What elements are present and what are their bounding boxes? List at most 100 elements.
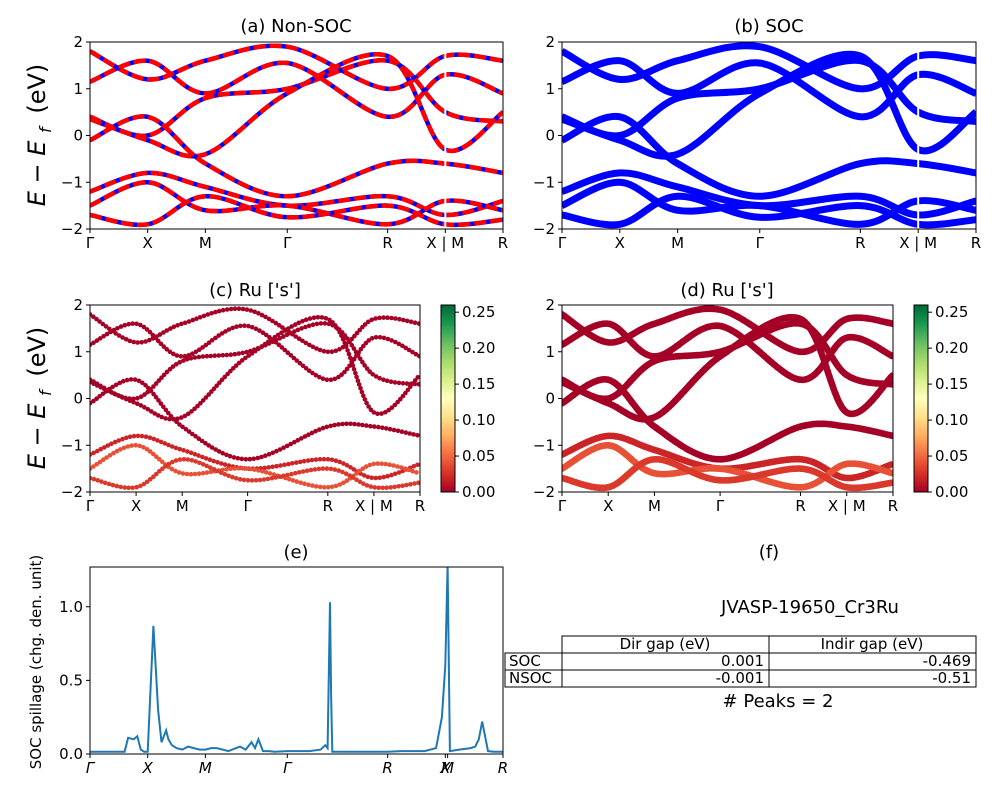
- band-point-5: [351, 467, 357, 472]
- band-point-0: [97, 319, 102, 324]
- xtick-label: Γ: [756, 234, 765, 252]
- band-point-7: [157, 469, 162, 474]
- colorbar-tick-label: 0.15: [462, 375, 495, 393]
- band-point-3: [400, 393, 406, 399]
- band-point-1: [141, 324, 147, 330]
- band-point-7: [163, 464, 168, 469]
- band-point-7: [118, 484, 123, 490]
- panel-e-plot-area: [90, 567, 503, 753]
- band-point-4: [156, 398, 161, 403]
- band-point-3: [330, 320, 335, 325]
- band-point-7: [408, 482, 413, 487]
- band-point-4: [227, 453, 233, 459]
- colorbar-tick-label: 0.05: [935, 447, 968, 465]
- band-point-4: [113, 382, 119, 388]
- band-point-0: [404, 318, 410, 324]
- colorbar-tick-label: 0.20: [935, 339, 968, 357]
- band-point-4: [266, 452, 272, 457]
- band-point-5: [333, 458, 339, 464]
- band-point-3: [142, 405, 147, 410]
- xtick-label: M: [648, 497, 661, 515]
- band-point-0: [197, 315, 203, 320]
- band-point-6: [410, 468, 416, 474]
- band-point-4: [193, 434, 198, 439]
- band-point-3: [135, 401, 140, 407]
- band-point-3: [343, 344, 349, 349]
- band-point-7: [336, 468, 342, 473]
- band-point-2: [392, 380, 398, 385]
- band-point-5: [337, 459, 343, 465]
- colorbar-tick-label: 0.25: [935, 303, 968, 321]
- band-point-6: [367, 462, 373, 468]
- band-point-5: [313, 457, 319, 462]
- band-point-5: [266, 465, 272, 470]
- band-point-0: [164, 328, 170, 333]
- band-line-red-4: [90, 114, 503, 199]
- band-point-2: [156, 378, 162, 383]
- band-point-3: [383, 409, 388, 415]
- band-point-1: [200, 345, 205, 350]
- band-point-1: [373, 335, 379, 340]
- band-point-6: [151, 451, 156, 457]
- band-point-5: [341, 461, 346, 466]
- band-point-7: [332, 467, 338, 472]
- band-point-2: [153, 381, 159, 386]
- band-point-2: [281, 334, 286, 339]
- band-point-4: [231, 455, 237, 460]
- band-point-1: [164, 347, 169, 352]
- band-point-6: [141, 445, 146, 450]
- band-point-3: [300, 318, 305, 324]
- band-point-0: [131, 339, 136, 345]
- band-point-1: [216, 333, 221, 338]
- band-point-3: [410, 381, 416, 386]
- band-point-5: [344, 463, 350, 468]
- band-point-1: [285, 350, 291, 356]
- band-point-5: [155, 438, 160, 443]
- band-point-3: [120, 395, 125, 400]
- band-point-5: [109, 441, 114, 447]
- panel-d-title: (d) Ru ['s']: [680, 280, 773, 301]
- band-point-7: [265, 476, 271, 482]
- band-point-6: [180, 471, 186, 476]
- band-point-3: [155, 413, 161, 418]
- colorbar-tick-label: 0.00: [462, 483, 495, 501]
- band-point-4: [117, 380, 122, 386]
- band-point-1: [276, 342, 282, 348]
- band-point-0: [310, 344, 316, 350]
- band-point-6: [383, 461, 389, 467]
- band-point-1: [130, 321, 135, 326]
- band-point-1: [413, 351, 419, 357]
- band-point-5: [177, 446, 182, 452]
- band-point-2: [200, 354, 206, 359]
- colorbar-tick-label: 0.05: [462, 447, 495, 465]
- band-point-5: [278, 463, 283, 468]
- band-point-6: [129, 443, 134, 448]
- band-point-5: [211, 458, 216, 464]
- band-point-2: [188, 356, 194, 361]
- band-point-7: [364, 483, 370, 488]
- band-point-5: [317, 457, 323, 462]
- band-point-0: [259, 312, 265, 318]
- band-point-6: [228, 466, 233, 472]
- band-point-1: [410, 349, 415, 355]
- band-point-1: [369, 336, 375, 341]
- panel-e-xticks: Γ X M Γ R XM R: [86, 754, 508, 777]
- band-point-0: [91, 314, 96, 320]
- xtick-label: Γ: [716, 497, 725, 515]
- band-point-3: [266, 339, 271, 345]
- band-point-5: [166, 442, 171, 448]
- band-point-2: [326, 321, 332, 327]
- band-point-6: [344, 478, 350, 484]
- band-point-6: [290, 478, 296, 483]
- band-point-7: [324, 466, 330, 471]
- band-point-0: [889, 320, 893, 328]
- band-point-0: [179, 321, 184, 327]
- peaks-label: # Peaks = 2: [723, 691, 834, 712]
- band-point-7: [134, 484, 139, 490]
- ylabel-c-main: E − E: [23, 403, 51, 470]
- band-point-0: [139, 340, 144, 345]
- band-point-7: [222, 472, 228, 477]
- band-point-1: [161, 344, 167, 349]
- xtick-label: Γ: [558, 497, 567, 515]
- band-point-2: [384, 378, 390, 384]
